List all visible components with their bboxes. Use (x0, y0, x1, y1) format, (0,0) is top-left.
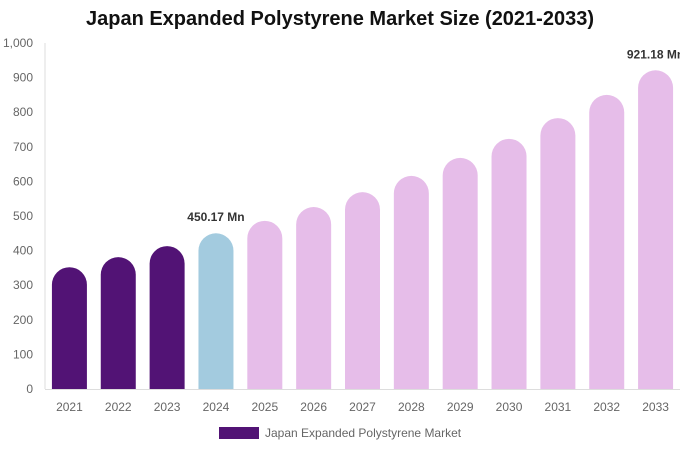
y-tick-label: 400 (13, 244, 33, 258)
bar-2025 (247, 220, 283, 389)
bar-2021 (51, 267, 87, 389)
bar-2032 (589, 94, 625, 390)
x-tick-label: 2024 (203, 400, 230, 414)
x-tick-label: 2021 (56, 400, 83, 414)
data-label: 921.18 Mn (627, 47, 680, 61)
legend-swatch (219, 427, 259, 439)
x-tick-label: 2022 (105, 400, 132, 414)
x-tick-label: 2029 (447, 400, 474, 414)
legend-label: Japan Expanded Polystyrene Market (265, 426, 462, 440)
bar-2033 (638, 70, 674, 389)
x-tick-label: 2026 (300, 400, 327, 414)
chart-title: Japan Expanded Polystyrene Market Size (… (85, 8, 594, 30)
bar-2030 (491, 138, 527, 389)
bar-2027 (345, 192, 380, 389)
y-tick-label: 300 (13, 278, 33, 292)
bar-2024 (198, 233, 234, 389)
legend: Japan Expanded Polystyrene Market (219, 426, 461, 440)
y-tick-label: 100 (13, 347, 33, 361)
y-tick-label: 900 (13, 71, 33, 85)
y-tick-label: 200 (13, 313, 33, 327)
data-label: 450.17 Mn (187, 210, 244, 224)
bar-2029 (442, 157, 478, 389)
x-tick-label: 2032 (593, 400, 620, 414)
bar-2028 (393, 175, 429, 389)
x-tick-label: 2028 (398, 400, 425, 414)
y-tick-label: 500 (13, 209, 33, 223)
y-tick-label: 1,000 (3, 36, 33, 50)
bar-2023 (149, 246, 185, 389)
bar-2031 (540, 118, 576, 389)
x-tick-label: 2030 (496, 400, 523, 414)
y-tick-label: 700 (13, 140, 33, 154)
x-tick-label: 2027 (349, 400, 376, 414)
x-tick-label: 2031 (545, 400, 572, 414)
bar-2026 (296, 207, 332, 389)
bar-2022 (100, 257, 136, 389)
x-tick-label: 2025 (251, 400, 278, 414)
y-tick-label: 800 (13, 105, 33, 119)
y-tick-label: 600 (13, 174, 33, 188)
x-tick-label: 2023 (154, 400, 181, 414)
x-tick-label: 2033 (642, 400, 669, 414)
y-tick-label: 0 (26, 382, 33, 396)
